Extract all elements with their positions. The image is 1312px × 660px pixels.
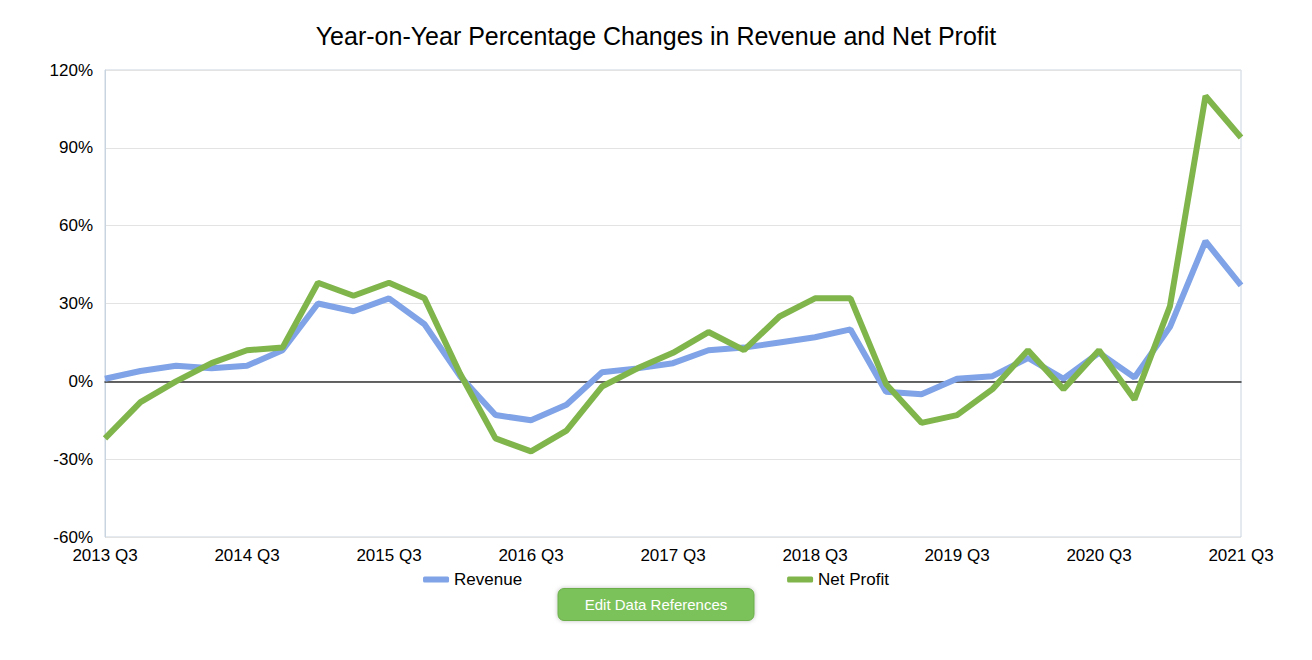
svg-text:Net Profit: Net Profit bbox=[818, 570, 889, 589]
svg-text:2021 Q3: 2021 Q3 bbox=[1208, 546, 1273, 565]
svg-text:2016 Q3: 2016 Q3 bbox=[498, 546, 563, 565]
svg-text:2013 Q3: 2013 Q3 bbox=[72, 546, 137, 565]
svg-text:-60%: -60% bbox=[53, 528, 93, 547]
svg-text:2014 Q3: 2014 Q3 bbox=[214, 546, 279, 565]
svg-text:120%: 120% bbox=[50, 61, 93, 80]
svg-text:60%: 60% bbox=[59, 216, 93, 235]
svg-text:30%: 30% bbox=[59, 294, 93, 313]
svg-text:2019 Q3: 2019 Q3 bbox=[924, 546, 989, 565]
svg-text:Edit Data References: Edit Data References bbox=[585, 596, 728, 613]
svg-text:2015 Q3: 2015 Q3 bbox=[356, 546, 421, 565]
svg-text:0%: 0% bbox=[68, 372, 93, 391]
svg-text:2017 Q3: 2017 Q3 bbox=[640, 546, 705, 565]
svg-text:2020 Q3: 2020 Q3 bbox=[1066, 546, 1131, 565]
svg-text:90%: 90% bbox=[59, 138, 93, 157]
svg-text:2018 Q3: 2018 Q3 bbox=[782, 546, 847, 565]
svg-text:Year-on-Year Percentage Change: Year-on-Year Percentage Changes in Reven… bbox=[316, 22, 997, 50]
svg-text:Revenue: Revenue bbox=[454, 570, 522, 589]
svg-text:-30%: -30% bbox=[53, 450, 93, 469]
